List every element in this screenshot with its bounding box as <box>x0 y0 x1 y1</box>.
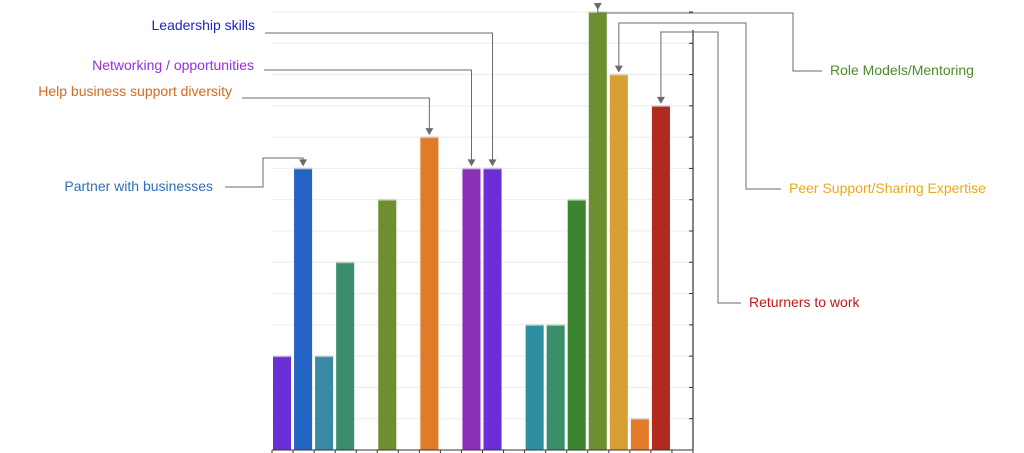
annotation-label: Role Models/Mentoring <box>830 62 974 78</box>
bar-cap <box>546 323 565 326</box>
callout: Networking / opportunities <box>92 57 476 167</box>
annotation-label: Partner with businesses <box>64 178 213 194</box>
callout: Role Models/Mentoring <box>593 3 974 78</box>
annotation-label: Networking / opportunities <box>92 57 254 73</box>
leader-line <box>264 69 472 163</box>
bar <box>336 262 355 450</box>
annotation-label: Help business support diversity <box>38 83 232 99</box>
bar <box>420 137 439 450</box>
bar <box>567 199 586 450</box>
leader-arrowhead <box>614 65 623 73</box>
bar-cap <box>336 261 355 264</box>
bar-cap <box>609 73 628 76</box>
bar-cap <box>462 167 481 170</box>
annotation-label: Returners to work <box>749 294 860 310</box>
bar-cap <box>378 198 397 201</box>
bar <box>651 105 670 450</box>
callout: Partner with businesses <box>64 157 308 194</box>
leader-arrowhead <box>299 159 308 167</box>
bar <box>378 199 397 450</box>
bar-cap <box>483 167 502 170</box>
leader-arrowhead <box>656 96 665 104</box>
leader-line <box>265 32 494 163</box>
leader-line <box>660 31 741 304</box>
annotation-label: Peer Support/Sharing Expertise <box>789 180 986 196</box>
bar <box>609 74 628 451</box>
callout: Leadership skills <box>152 17 497 167</box>
bar-cap <box>630 417 649 420</box>
callouts: Leadership skills Networking / opportunit… <box>38 3 986 310</box>
leader-arrowhead <box>467 159 476 167</box>
bar <box>630 418 649 450</box>
bar <box>588 12 607 450</box>
leader-line <box>618 22 781 190</box>
leader-arrowhead <box>488 159 497 167</box>
callout: Returners to work <box>656 31 860 310</box>
leader-line <box>597 6 822 72</box>
leader-line <box>225 157 304 188</box>
bar <box>273 356 292 450</box>
bar-cap <box>525 323 544 326</box>
callout: Peer Support/Sharing Expertise <box>614 22 986 196</box>
bar <box>462 168 481 450</box>
bar-cap <box>294 167 313 170</box>
leader-arrowhead <box>425 128 434 136</box>
bar-cap <box>315 355 334 358</box>
bar <box>483 168 502 450</box>
callout: Help business support diversity <box>38 83 434 136</box>
leader-line <box>242 97 430 132</box>
leader-arrowhead <box>593 3 602 10</box>
bar <box>546 324 565 450</box>
bar <box>294 168 313 450</box>
annotation-label: Leadership skills <box>152 17 256 33</box>
gridlines <box>272 11 693 451</box>
bar-cap <box>273 355 292 358</box>
bar <box>525 324 544 450</box>
bar <box>315 356 334 450</box>
bar-cap <box>651 104 670 107</box>
bar-cap <box>567 198 586 201</box>
bars <box>273 11 670 451</box>
bar-cap <box>420 136 439 139</box>
axes <box>271 11 694 453</box>
